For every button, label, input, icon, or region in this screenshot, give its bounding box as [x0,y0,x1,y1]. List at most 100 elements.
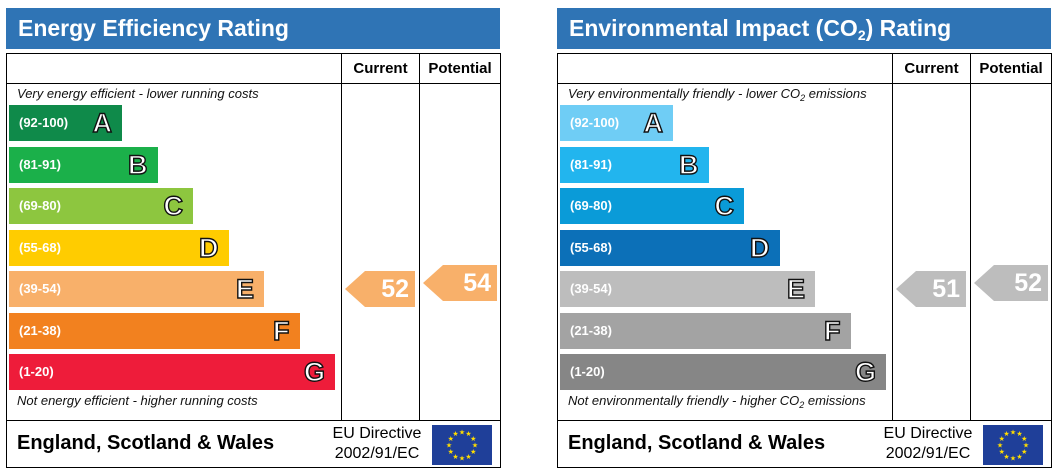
star-icon: ★ [459,429,465,437]
band-letter: G [303,356,325,387]
directive-line2: 2002/91/EC [885,445,971,462]
band-letter: E [786,273,805,304]
divider [970,54,971,420]
star-icon: ★ [465,453,471,461]
current-rating-arrow: 51 [896,271,966,307]
band-letter: D [198,232,219,263]
star-icon: ★ [999,435,1005,443]
band-d: (55-68) D [9,229,229,266]
band-letter: B [127,149,148,180]
band-a: (92-100) A [560,105,673,141]
star-icon: ★ [452,453,458,461]
band-range: (39-54) [570,281,612,296]
note-tail: emissions [804,393,866,408]
band-letter: A [643,107,664,138]
environmental-impact-panel: Environmental Impact (CO2) Rating Curren… [557,8,1052,468]
potential-column-header: Potential [979,60,1043,77]
region-label: England, Scotland & Wales [568,432,826,454]
potential-rating-arrow-value: 52 [1014,269,1042,297]
star-icon: ★ [1021,448,1027,456]
environmental-chart-frame: Current Potential Very environmentally f… [557,53,1052,421]
band-range: (39-54) [19,281,61,296]
energy-efficiency-panel: Energy Efficiency Rating Current Potenti… [6,8,501,468]
band-letter: D [749,232,770,263]
note-main: Not environmentally friendly - higher CO [568,393,800,408]
band-letter: F [272,315,290,346]
title-main: Environmental Impact (CO [569,15,858,41]
band-c: (69-80) C [9,188,193,224]
directive-line1: EU Directive [883,425,973,442]
star-icon: ★ [470,448,476,456]
band-b: (81-91) B [9,146,158,183]
eu-directive: EU Directive 2002/91/EC [327,424,427,464]
star-icon: ★ [459,455,465,463]
top-note: Very energy efficient - lower running co… [17,86,259,101]
eu-directive: EU Directive 2002/91/EC [878,424,978,464]
environmental-footer: England, Scotland & Wales EU Directive 2… [557,419,1052,468]
star-icon: ★ [999,448,1005,456]
band-c: (69-80) C [560,188,744,224]
star-icon: ★ [1016,453,1022,461]
star-icon: ★ [1023,442,1029,450]
band-letter: E [235,273,254,304]
band-g: (1-20) G [9,354,335,390]
band-range: (92-100) [570,115,620,130]
divider [892,54,893,420]
current-column-header: Current [353,60,408,77]
title-tail: ) Rating [865,15,952,41]
eu-flag-icon: ★ ★ ★ ★ ★ ★ ★ ★ ★ ★ ★ ★ [432,425,492,465]
band-letter: B [678,149,699,180]
directive-line2: 2002/91/EC [334,445,420,462]
star-icon: ★ [465,430,471,438]
potential-rating-arrow: 54 [423,265,497,301]
title-subscript: 2 [857,27,866,43]
potential-column-header: Potential [428,60,492,77]
band-range: (55-68) [570,239,612,255]
band-range: (21-38) [19,322,61,338]
star-icon: ★ [1010,455,1016,463]
band-range: (81-91) [19,156,61,172]
directive-line1: EU Directive [332,425,422,442]
divider [341,54,342,420]
current-rating-arrow: 52 [345,271,415,307]
star-icon: ★ [1021,435,1027,443]
band-range: (1-20) [19,364,54,379]
divider [558,83,1051,84]
band-letter: C [163,190,184,221]
band-letter: C [714,190,735,221]
eu-flag-icon: ★ ★ ★ ★ ★ ★ ★ ★ ★ ★ ★ ★ [983,425,1043,465]
current-column-header: Current [904,60,959,77]
band-e: (39-54) E [560,271,815,307]
note-subscript: 2 [799,400,805,410]
energy-chart-frame: Current Potential Very energy efficient … [6,53,501,421]
region-label: England, Scotland & Wales [17,432,275,454]
note-subscript: 2 [800,93,806,103]
potential-rating-arrow: 52 [974,265,1048,301]
energy-title: Energy Efficiency Rating [6,8,500,49]
energy-footer: England, Scotland & Wales EU Directive 2… [6,419,501,468]
bottom-note: Not energy efficient - higher running co… [17,393,258,408]
star-icon: ★ [997,442,1003,450]
band-d: (55-68) D [560,229,780,266]
potential-rating-arrow-value: 54 [463,269,491,297]
star-icon: ★ [1003,453,1009,461]
divider [7,83,500,84]
band-g: (1-20) G [560,354,886,390]
band-range: (21-38) [570,322,612,338]
current-rating-arrow-value: 51 [932,275,960,303]
band-range: (92-100) [19,115,69,130]
band-range: (1-20) [570,364,605,379]
band-e: (39-54) E [9,271,264,307]
star-icon: ★ [448,448,454,456]
star-icon: ★ [1016,430,1022,438]
band-range: (55-68) [19,239,61,255]
note-main: Very environmentally friendly - lower CO [568,86,801,101]
band-letter: F [823,315,841,346]
top-note: Very environmentally friendly - lower CO… [568,86,867,103]
band-letter: A [92,107,113,138]
current-rating-arrow-value: 52 [381,275,409,303]
star-icon: ★ [472,442,478,450]
band-range: (69-80) [570,198,612,213]
band-f: (21-38) F [560,312,851,349]
star-icon: ★ [446,442,452,450]
